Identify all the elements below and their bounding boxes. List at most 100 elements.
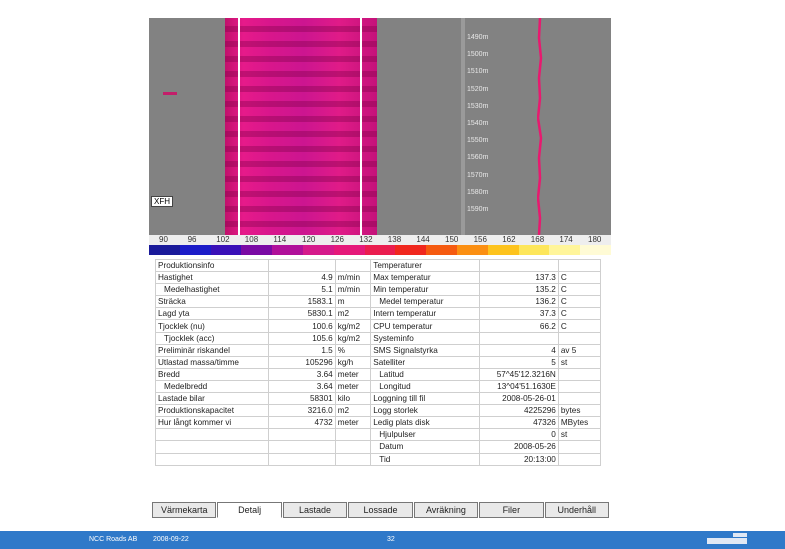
table-cell: Loggning till fil [370,392,481,406]
table-row: Tid 20:13:00 [155,452,602,466]
table-cell: bytes [557,404,602,418]
thermal-band [225,221,377,227]
table-cell: 3216.0 [267,404,336,418]
scale-tick-label: 102 [216,235,230,244]
table-cell: Hastighet [155,271,269,285]
table-cell: Lastade bilar [155,392,269,406]
thermal-band [225,56,377,62]
table-cell: st [557,428,602,442]
table-cell: m2 [334,404,372,418]
production-info-table: Produktionsinfo Temperaturer Hastighet 4.9 m… [155,258,602,466]
scale-tick-label: 90 [159,235,168,244]
thermal-map: 1490m 1500m 1510m 1520m 1530m 1540m 1550m 1560m… [149,18,611,235]
distance-mark: 1500m [467,51,489,59]
table-cell: MBytes [557,416,602,430]
tab-filer[interactable]: Filer [479,502,544,518]
distance-scale [461,18,465,235]
distance-mark: 1550m [467,137,489,145]
table-cell: SMS Signalstyrka [370,343,481,357]
table-cell: meter [334,367,372,381]
table-cell [267,258,336,273]
table-cell: C [557,307,602,321]
table-cell: C [557,295,602,309]
table-cell [557,367,602,381]
table-cell: Longitud [370,379,481,394]
temperature-trace [537,18,543,235]
ncc-logo-icon [707,533,747,544]
right-edge-line [360,18,362,235]
table-row: Lastade bilar 58301 kilo Loggning till fil 2… [155,392,602,406]
tab-bar: Värmekarta Detalj Lastade Lossade Avräkning F… [152,502,610,518]
tab-värmekarta[interactable]: Värmekarta [152,502,217,518]
overlay-label: XFH [151,196,173,207]
table-cell: m/min [334,271,372,285]
tab-detalj[interactable]: Detalj [217,502,282,518]
tab-lastade[interactable]: Lastade [282,502,348,518]
tab-avräkning[interactable]: Avräkning [413,502,479,518]
scale-tick-label: 138 [387,235,402,244]
table-row: Lagd yta 5830.1 m2 Intern temperatur 37.3 C [155,307,602,321]
table-cell [479,331,559,345]
table-row: Bredd 3.64 meter Latitud 57^45'12.3216N [155,367,602,381]
table-cell: Datum [370,440,481,454]
scale-color-segment [580,245,611,255]
thermal-band [225,116,377,122]
scale-color-segment [302,245,334,255]
table-row: Hastighet 4.9 m/min Max temperatur 137.3 C [155,271,602,285]
thermal-band [225,26,377,32]
thermal-band [225,206,377,212]
table-cell: kg/h [334,355,372,369]
table-cell [479,258,559,273]
table-cell: Produktionskapacitet [155,404,269,418]
tab-underhåll[interactable]: Underhåll [544,502,609,518]
table-cell [334,428,372,442]
table-row: Produktionskapacitet 3216.0 m2 Logg storlek… [155,404,602,418]
table-cell: Hjulpulser [370,428,481,442]
table-cell: Latitud [370,367,481,381]
scale-tick-label: 156 [473,235,487,244]
table-cell [557,331,602,345]
table-cell: Produktionsinfo [155,258,269,273]
distance-mark: 1510m [467,68,489,76]
scale-tick-label: 180 [588,235,602,244]
table-cell [155,428,269,442]
tab-lossade[interactable]: Lossade [348,502,413,518]
table-cell: Intern temperatur [370,307,481,321]
scale-tick-label: 144 [416,235,430,244]
distance-mark: 1570m [467,171,489,179]
footer-company: NCC Roads AB [89,536,138,543]
table-cell: 4.9 [267,271,336,285]
table-row: Medelbredd 3.64 meter Longitud 13^04'51.1630… [155,379,602,394]
scale-color-segment [149,245,180,255]
scale-tick-label: 120 [302,235,316,244]
scale-color-segment [210,245,242,255]
table-cell: m [334,295,372,309]
table-cell: C [557,271,602,285]
scale-color-segment [333,245,365,255]
distance-mark: 1590m [467,206,489,213]
table-cell [557,258,602,273]
table-cell: 4 [479,343,559,357]
scale-color-segment [487,245,519,255]
table-cell: % [334,343,372,357]
table-cell: kg/m2 [334,319,372,333]
table-cell [557,452,602,466]
table-cell: Max temperatur [370,271,481,285]
table-cell [334,440,372,454]
scale-color-segment [395,245,427,255]
table-cell: 135.2 [479,283,559,297]
table-cell: Lagd yta [155,307,269,321]
distance-mark: 1490m [467,34,489,41]
table-cell: Tid [370,452,481,466]
table-cell: Temperaturer [370,258,481,273]
table-cell: 5830.1 [267,307,336,321]
table-cell: 1.5 [267,343,336,357]
table-cell: 5.1 [267,283,336,297]
footer-page: 32 [387,536,395,543]
table-cell: 47326 [479,416,559,430]
table-cell: 37.3 [479,307,559,321]
table-cell: 137.3 [479,271,559,285]
table-row: Produktionsinfo Temperaturer [155,258,602,273]
